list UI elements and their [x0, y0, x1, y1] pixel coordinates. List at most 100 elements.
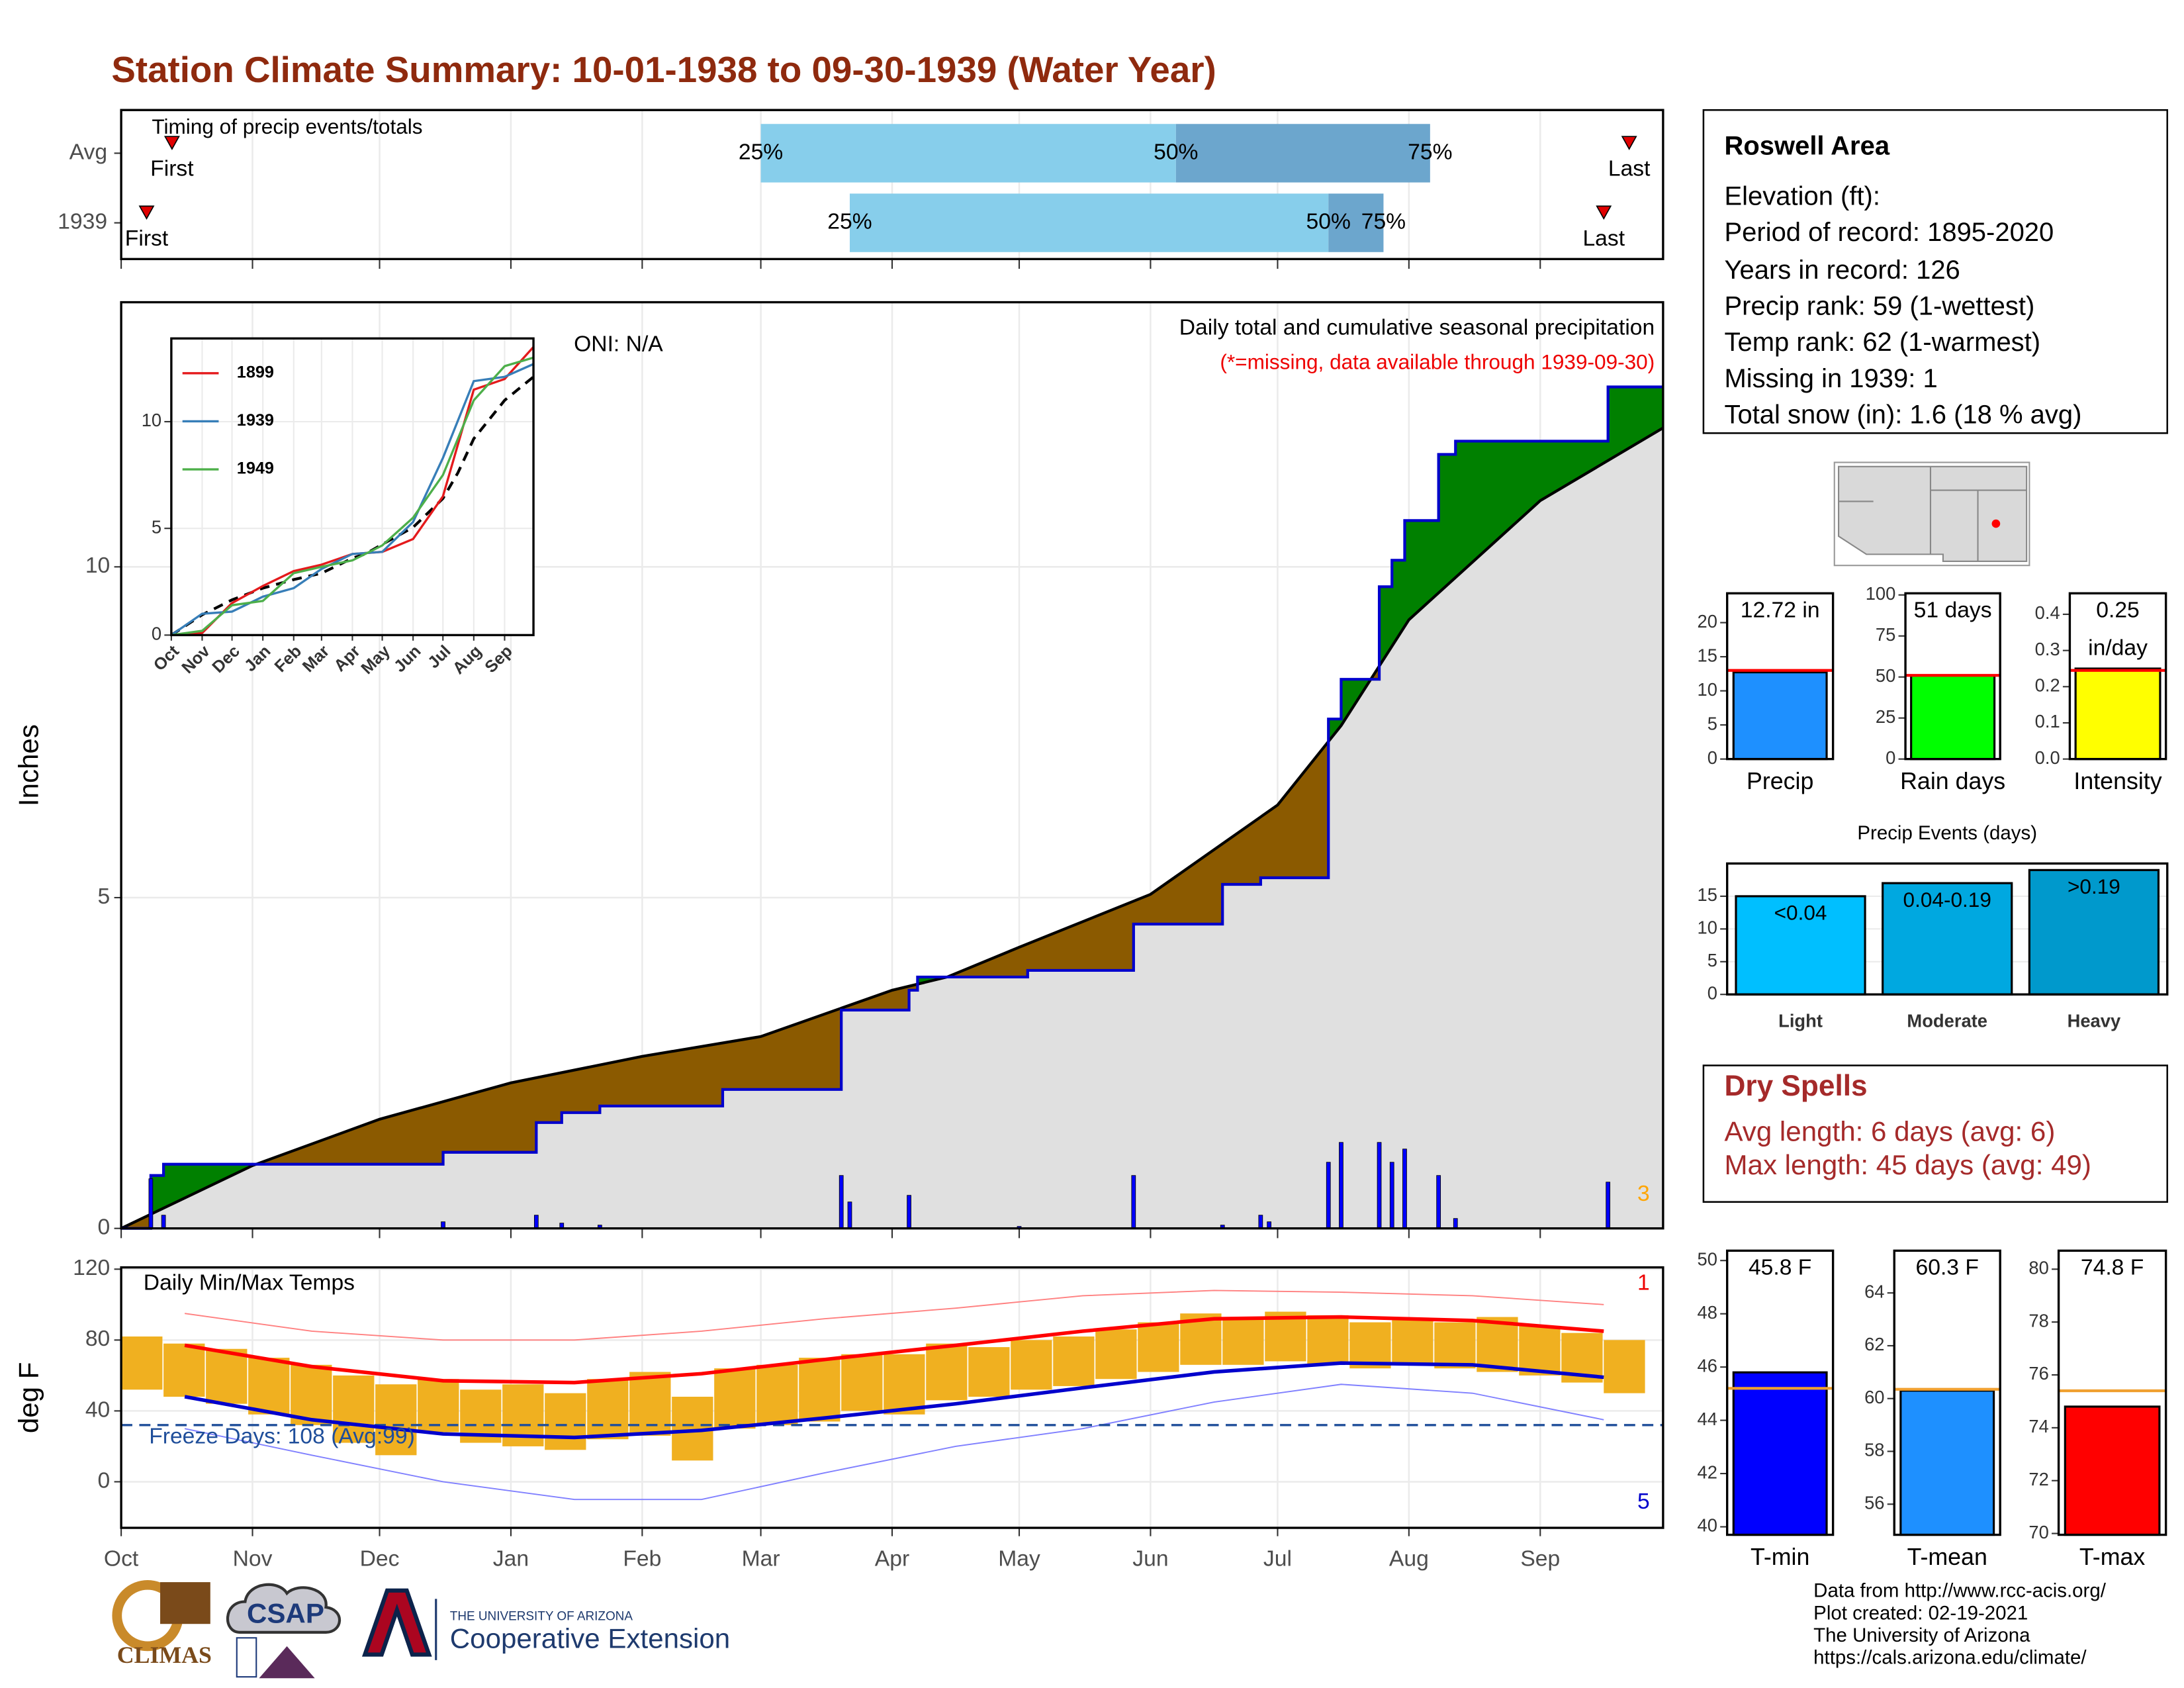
quartile-bar: [849, 193, 1329, 252]
value-label: 0.25: [2096, 598, 2140, 623]
legend-label: 1899: [237, 363, 274, 382]
temp-range-bar: [1392, 1319, 1433, 1365]
x-tick-label: Apr: [330, 641, 364, 675]
plot-frame: [120, 1266, 1664, 1529]
footer-logos: CLIMAS CSAP THE UNIVERSITY OF ARIZONA Co…: [112, 1579, 730, 1679]
temp-range-bar: [545, 1393, 586, 1450]
daily-precip-bar: [1402, 1149, 1407, 1229]
info-title: Roswell Area: [1724, 132, 1889, 161]
y-tick-label: 5: [98, 884, 111, 909]
daily-precip-bar: [1339, 1142, 1343, 1229]
y-tick-label: 62: [1864, 1334, 1884, 1354]
temp-range-bar: [1519, 1325, 1561, 1376]
quartile-label: 75%: [1361, 210, 1406, 234]
y-tick-label: 56: [1864, 1493, 1884, 1513]
temp-range-bar: [1222, 1317, 1264, 1365]
y-tick-label: 0: [1707, 982, 1717, 1003]
temp-range-bar: [968, 1347, 1010, 1397]
daily-precip-bar: [161, 1215, 166, 1229]
timing-marker: [163, 136, 180, 150]
row-label: Avg: [69, 140, 107, 164]
value-label: 74.8 F: [2081, 1256, 2144, 1280]
y-tick-label: 0.3: [2035, 639, 2060, 659]
y-tick-label: 100: [1866, 583, 1896, 604]
quartile-label: 50%: [1306, 210, 1351, 234]
locator-map: [1833, 461, 2030, 567]
y-tick-label: 76: [2028, 1363, 2048, 1383]
y-tick-label: 0: [152, 624, 161, 644]
temp-range-bar: [121, 1336, 163, 1390]
x-tick-label: Feb: [271, 642, 306, 677]
y-tick-label: 70: [2028, 1522, 2048, 1542]
y-tick-label: 10: [142, 410, 161, 430]
daily-precip-bar: [907, 1195, 911, 1229]
map-borders: [1839, 466, 2027, 561]
y-tick-label: 15: [1698, 884, 1717, 905]
x-tick-label: Jan: [493, 1546, 529, 1571]
bar-label: 0.04-0.19: [1903, 888, 1991, 912]
y-tick-label: 5: [152, 516, 161, 537]
series-line: [171, 363, 534, 635]
x-tick-label: Intensity: [2073, 768, 2161, 794]
y-tick-label: 40: [85, 1397, 110, 1422]
csap-cloud: [226, 1583, 341, 1634]
temp-range-bar: [1477, 1317, 1518, 1372]
temp-range-bar: [333, 1375, 375, 1443]
y-tick-label: 80: [2028, 1258, 2048, 1278]
daily-precip-bar: [1258, 1215, 1263, 1229]
page-title: Station Climate Summary: 10-01-1938 to 0…: [111, 49, 1216, 90]
row-label: 1939: [58, 210, 107, 234]
x-tick-label: Light: [1778, 1011, 1823, 1031]
x-tick-label: Aug: [449, 642, 486, 679]
annotation: 5: [1637, 1489, 1650, 1514]
panel-title: Daily Min/Max Temps: [144, 1271, 355, 1295]
temp-range-bar: [926, 1343, 968, 1401]
timing-marker-label: First: [125, 226, 169, 251]
x-tick-label: Jun: [1132, 1546, 1168, 1571]
csap-mountain: [259, 1646, 315, 1679]
value-label: 60.3 F: [1916, 1256, 1979, 1280]
bar: [1732, 1371, 1828, 1536]
temp-range-bar: [291, 1364, 332, 1425]
plot-frame: [1904, 592, 2001, 761]
x-tick-label: Oct: [104, 1546, 139, 1571]
x-tick-label: Jun: [390, 642, 425, 677]
temp-range-bar: [756, 1364, 798, 1425]
daily-precip-bar: [1131, 1175, 1136, 1229]
x-tick-label: Jul: [424, 642, 455, 673]
dry-spells-line: Max length: 45 days (avg: 49): [1724, 1149, 2091, 1180]
daily-precip-bar: [1326, 1162, 1331, 1229]
y-tick-label: 0.0: [2035, 747, 2060, 768]
quartile-label: 25%: [827, 210, 872, 234]
x-tick-label: Jul: [1263, 1546, 1292, 1571]
y-tick-label: 5: [1707, 713, 1717, 733]
annotation: 1: [1637, 1271, 1650, 1295]
temp-range-bar: [1349, 1322, 1391, 1369]
legend-label: 1939: [237, 411, 274, 430]
info-line: Period of record: 1895-2020: [1724, 218, 2054, 247]
info-box: [1702, 109, 2169, 434]
temp-range-bar: [1138, 1322, 1179, 1372]
y-tick-label: 10: [1698, 679, 1717, 700]
bar: [2064, 1405, 2161, 1536]
x-tick-label: May: [357, 642, 394, 679]
csap-bars: [236, 1637, 257, 1678]
daily-precip-bar: [148, 1178, 154, 1229]
series-line: [171, 356, 534, 635]
temp-range-bar: [248, 1358, 290, 1415]
y-tick-label: 0: [98, 1468, 111, 1493]
timing-marker: [1621, 136, 1637, 150]
y-tick-label: 60: [1864, 1387, 1884, 1407]
bar: [1899, 1389, 1995, 1536]
temp-range-bar: [714, 1368, 756, 1429]
y-tick-label: 10: [1698, 917, 1717, 938]
y-tick-label: 44: [1698, 1409, 1717, 1429]
y-tick-label: 25: [1876, 706, 1895, 727]
y-tick-label: 0.4: [2035, 602, 2060, 623]
y-tick-label: 46: [1698, 1355, 1717, 1376]
daily-precip-bar: [1453, 1218, 1458, 1229]
x-tick-label: Feb: [623, 1546, 661, 1571]
temp-range-bar: [1604, 1340, 1645, 1393]
plot-frame: [2068, 592, 2167, 761]
